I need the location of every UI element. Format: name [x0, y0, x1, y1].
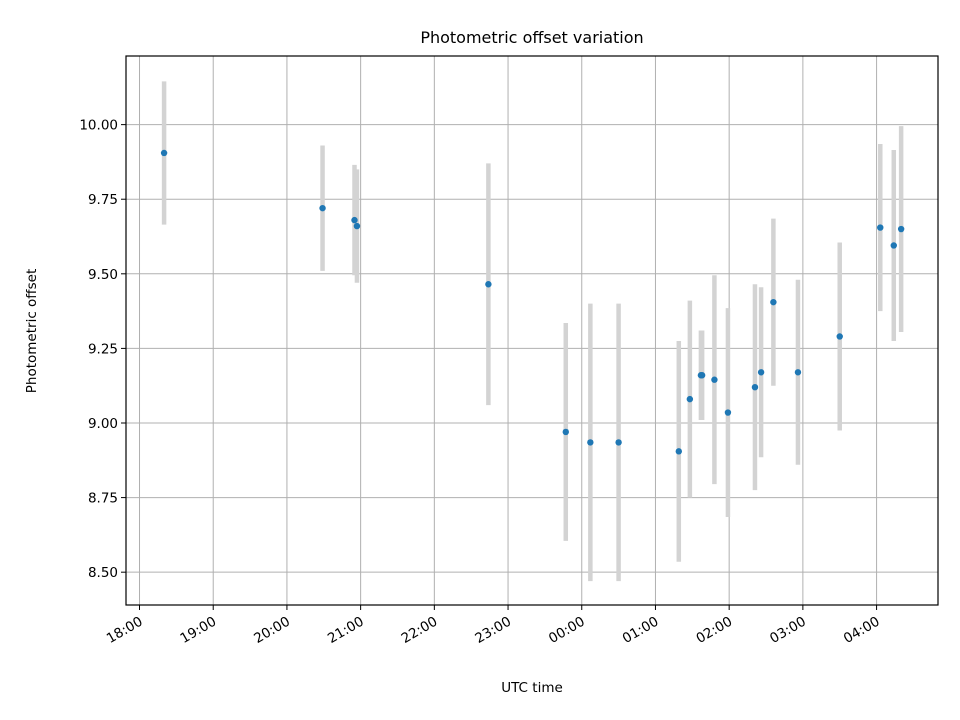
y-tick-label: 8.75 [88, 491, 118, 507]
y-tick-label: 10.00 [79, 118, 118, 134]
data-point [711, 376, 718, 383]
y-tick-label: 9.75 [88, 192, 118, 208]
data-point [686, 395, 694, 403]
y-axis-ticks: 8.50 8.75 9.00 9.25 9.50 9.75 10.00 [79, 118, 126, 581]
grid [126, 56, 938, 605]
data-point [319, 204, 326, 212]
data-point [877, 224, 884, 231]
data-point [562, 428, 569, 436]
data-point [897, 225, 905, 233]
data-point [751, 383, 759, 391]
data-point [615, 439, 622, 446]
data-point [160, 149, 168, 157]
data-point [351, 216, 358, 224]
data-point [698, 372, 706, 379]
plot-frame [125, 55, 939, 606]
data-point [757, 369, 765, 376]
chart-title: Photometric offset variation [420, 28, 643, 47]
x-axis-label: UTC time [501, 680, 563, 696]
y-tick-label: 9.50 [88, 267, 118, 283]
data-point [770, 298, 777, 306]
data-point [485, 281, 492, 288]
y-tick-label: 8.50 [88, 565, 118, 581]
data-point [836, 333, 843, 340]
data-points [160, 149, 905, 455]
data-point [587, 439, 594, 446]
y-tick-label: 9.25 [88, 341, 118, 357]
data-point [890, 242, 897, 249]
y-axis-label: Photometric offset [24, 269, 40, 393]
data-point [675, 448, 682, 455]
y-tick-label: 9.00 [88, 416, 118, 432]
data-point [353, 222, 361, 230]
data-point [794, 369, 802, 376]
data-point [724, 409, 732, 416]
